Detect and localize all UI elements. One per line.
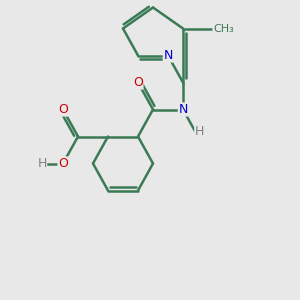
Text: H: H: [37, 157, 47, 170]
Text: O: O: [58, 103, 68, 116]
Text: N: N: [163, 49, 173, 62]
Text: O: O: [133, 76, 143, 89]
Text: CH₃: CH₃: [213, 23, 234, 34]
Text: H: H: [195, 125, 204, 139]
Text: O: O: [58, 157, 68, 170]
Text: N: N: [178, 103, 188, 116]
